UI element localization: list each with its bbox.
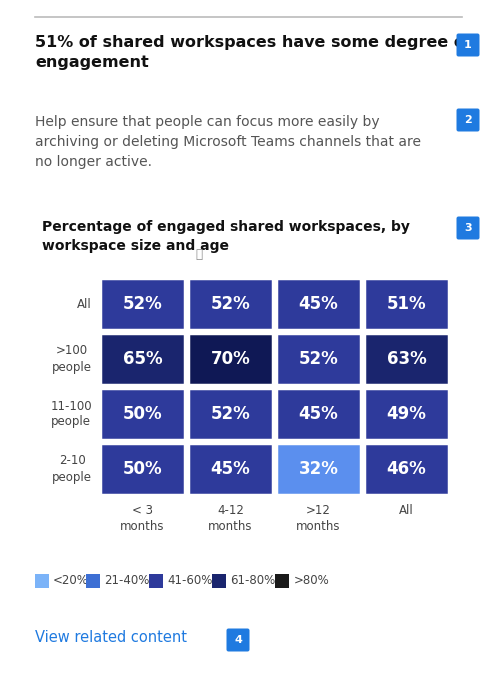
Text: 1: 1: [464, 40, 472, 50]
FancyBboxPatch shape: [456, 109, 479, 132]
Text: Help ensure that people can focus more easily by
archiving or deleting Microsoft: Help ensure that people can focus more e…: [35, 115, 421, 169]
FancyBboxPatch shape: [86, 574, 100, 588]
FancyBboxPatch shape: [364, 278, 449, 330]
Text: All: All: [77, 297, 92, 310]
Text: 4: 4: [234, 635, 242, 645]
Text: ⓘ: ⓘ: [195, 248, 202, 261]
Text: 52%: 52%: [122, 295, 162, 313]
FancyBboxPatch shape: [456, 34, 479, 57]
Text: View related content: View related content: [35, 630, 187, 645]
Text: 4-12
months: 4-12 months: [208, 504, 253, 533]
FancyBboxPatch shape: [149, 574, 163, 588]
FancyBboxPatch shape: [100, 388, 185, 440]
Text: 61-80%: 61-80%: [230, 575, 276, 587]
Text: <20%: <20%: [53, 575, 89, 587]
Text: >12
months: >12 months: [296, 504, 341, 533]
Text: 3: 3: [464, 223, 472, 233]
Text: 52%: 52%: [210, 295, 250, 313]
FancyBboxPatch shape: [456, 216, 479, 239]
Text: 51%: 51%: [386, 295, 426, 313]
Text: 49%: 49%: [386, 405, 426, 423]
Text: 50%: 50%: [122, 405, 162, 423]
FancyBboxPatch shape: [188, 333, 273, 385]
FancyBboxPatch shape: [276, 443, 361, 495]
Text: 11-100
people: 11-100 people: [50, 400, 92, 429]
FancyBboxPatch shape: [276, 574, 289, 588]
FancyBboxPatch shape: [226, 629, 250, 652]
Text: 45%: 45%: [298, 405, 339, 423]
Text: < 3
months: < 3 months: [120, 504, 165, 533]
FancyBboxPatch shape: [276, 388, 361, 440]
Text: 2-10
people: 2-10 people: [52, 454, 92, 483]
Text: 21-40%: 21-40%: [104, 575, 149, 587]
Text: 45%: 45%: [210, 460, 250, 478]
FancyBboxPatch shape: [100, 443, 185, 495]
FancyBboxPatch shape: [188, 443, 273, 495]
FancyBboxPatch shape: [212, 574, 226, 588]
FancyBboxPatch shape: [276, 278, 361, 330]
Text: 63%: 63%: [386, 350, 426, 368]
Text: 52%: 52%: [210, 405, 250, 423]
Text: 45%: 45%: [298, 295, 339, 313]
Text: 46%: 46%: [386, 460, 426, 478]
FancyBboxPatch shape: [188, 388, 273, 440]
Text: Percentage of engaged shared workspaces, by
workspace size and age: Percentage of engaged shared workspaces,…: [42, 220, 410, 253]
FancyBboxPatch shape: [188, 278, 273, 330]
FancyBboxPatch shape: [276, 333, 361, 385]
FancyBboxPatch shape: [100, 333, 185, 385]
FancyBboxPatch shape: [35, 574, 49, 588]
Text: 65%: 65%: [122, 350, 162, 368]
Text: >80%: >80%: [294, 575, 329, 587]
FancyBboxPatch shape: [100, 278, 185, 330]
FancyBboxPatch shape: [364, 333, 449, 385]
Text: 2: 2: [464, 115, 472, 125]
FancyBboxPatch shape: [364, 443, 449, 495]
Text: 52%: 52%: [298, 350, 339, 368]
Text: >100
people: >100 people: [52, 345, 92, 374]
FancyBboxPatch shape: [364, 388, 449, 440]
Text: 51% of shared workspaces have some degree of
engagement: 51% of shared workspaces have some degre…: [35, 35, 472, 70]
Text: 50%: 50%: [122, 460, 162, 478]
Text: 70%: 70%: [210, 350, 250, 368]
Text: 32%: 32%: [298, 460, 339, 478]
Text: All: All: [399, 504, 414, 517]
Text: 41-60%: 41-60%: [167, 575, 212, 587]
